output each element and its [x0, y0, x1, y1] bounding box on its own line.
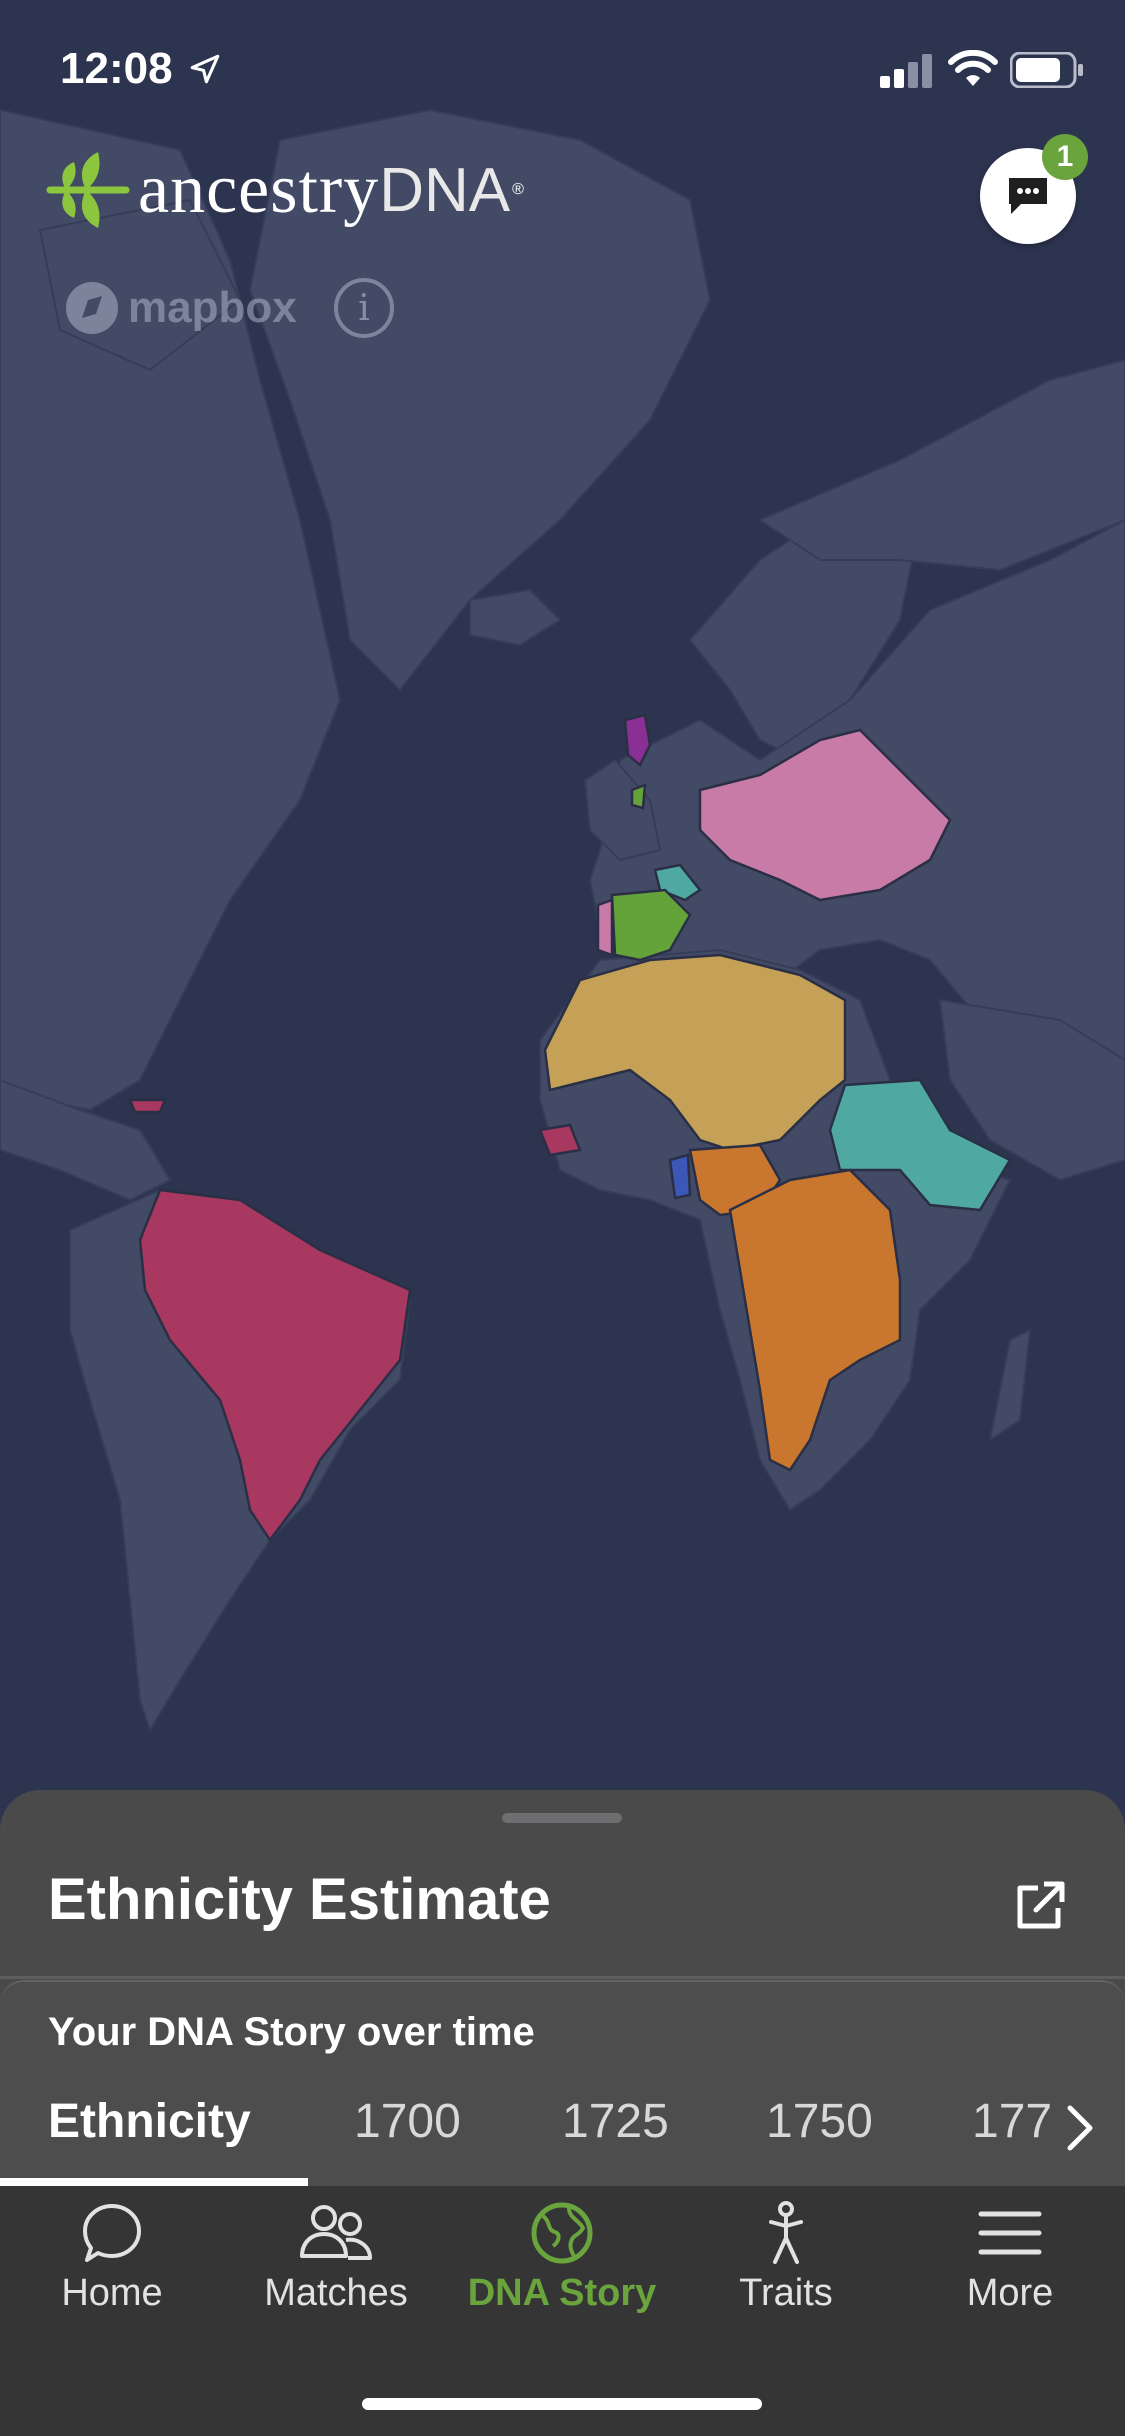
region-wales	[630, 783, 647, 810]
timeline-tabs: Ethnicity 1700 1725 1750 177	[0, 2090, 1060, 2186]
ethnicity-map[interactable]	[0, 0, 1125, 1800]
tabbar-label-traits: Traits	[739, 2272, 833, 2314]
tab-1750[interactable]: 1750	[766, 2095, 873, 2148]
tabbar-label-matches: Matches	[264, 2272, 408, 2314]
landmass-madagascar	[988, 1328, 1032, 1443]
chat-bubble-icon	[83, 2204, 141, 2262]
logo-wordmark: ancestry	[138, 151, 380, 228]
people-icon	[300, 2205, 372, 2260]
tab-1775[interactable]: 177	[972, 2095, 1053, 2148]
tab-1725[interactable]: 1725	[562, 2095, 669, 2148]
bottom-tab-bar	[0, 2186, 1125, 2436]
region-eastern-europe	[698, 728, 952, 902]
landmass-arabia	[938, 998, 1125, 1182]
notification-badge: 1	[1042, 134, 1088, 180]
status-bar: 12:08	[0, 0, 1125, 130]
mapbox-attribution[interactable]: mapbox	[64, 280, 297, 336]
globe-icon	[531, 2202, 593, 2264]
cellular-signal-icon	[880, 54, 932, 88]
sheet-grabber-handle[interactable]	[502, 1813, 622, 1823]
battery-icon	[1010, 52, 1083, 88]
region-ethiopia-sudan	[828, 1078, 1012, 1212]
open-external-icon[interactable]	[1010, 1876, 1070, 1936]
mapbox-wordmark: mapbox	[128, 283, 297, 332]
tabbar-more[interactable]: More	[910, 2200, 1110, 2315]
landmass-central-america	[0, 1078, 172, 1202]
person-icon	[769, 2201, 803, 2264]
leaf-logo-icon	[46, 152, 130, 228]
dna-story-card	[0, 1980, 1125, 2187]
ancestry-dna-logo: ancestry DNA ®	[46, 150, 524, 230]
tabbar-label-dna-story: DNA Story	[467, 2272, 657, 2314]
landmass-siberia	[757, 358, 1125, 572]
clock: 12:08	[60, 44, 173, 93]
region-spain	[610, 888, 692, 962]
region-portugal	[596, 898, 614, 957]
region-ghana	[668, 1153, 692, 1200]
active-tab-indicator	[0, 2178, 308, 2186]
divider	[0, 1976, 1125, 1979]
mapbox-logo-icon	[66, 282, 118, 334]
region-brazil	[138, 1188, 412, 1543]
tabbar-matches[interactable]: Matches	[236, 2200, 436, 2315]
region-caribbean	[128, 1098, 167, 1114]
tabbar-dna-story[interactable]: DNA Story	[462, 2200, 662, 2315]
tabbar-label-home: Home	[61, 2272, 163, 2314]
landmass-british-isles	[583, 758, 662, 862]
region-north-africa	[543, 953, 847, 1152]
location-arrow-icon	[190, 54, 220, 84]
tabbar-home[interactable]: Home	[12, 2200, 212, 2315]
sheet-title: Ethnicity Estimate	[48, 1867, 551, 1932]
region-central-southern-africa	[728, 1168, 902, 1472]
tab-ethnicity[interactable]: Ethnicity	[48, 2095, 251, 2148]
tab-1700[interactable]: 1700	[354, 2095, 461, 2148]
region-senegal	[538, 1123, 582, 1157]
message-icon	[1009, 178, 1047, 214]
registered-mark: ®	[512, 181, 524, 198]
landmass-greenland	[248, 108, 712, 692]
landmass-iceland	[469, 588, 562, 647]
wifi-icon	[948, 50, 998, 86]
tabbar-label-more: More	[966, 2272, 1054, 2314]
region-scotland	[623, 713, 652, 767]
tabbar-traits[interactable]: Traits	[686, 2200, 886, 2315]
menu-icon	[978, 2211, 1042, 2255]
story-title: Your DNA Story over time	[48, 2010, 535, 2054]
home-indicator[interactable]	[362, 2398, 762, 2410]
chevron-right-icon[interactable]	[1060, 2100, 1100, 2156]
logo-dna-suffix: DNA	[379, 155, 511, 225]
map-info-button[interactable]: i	[334, 278, 394, 338]
